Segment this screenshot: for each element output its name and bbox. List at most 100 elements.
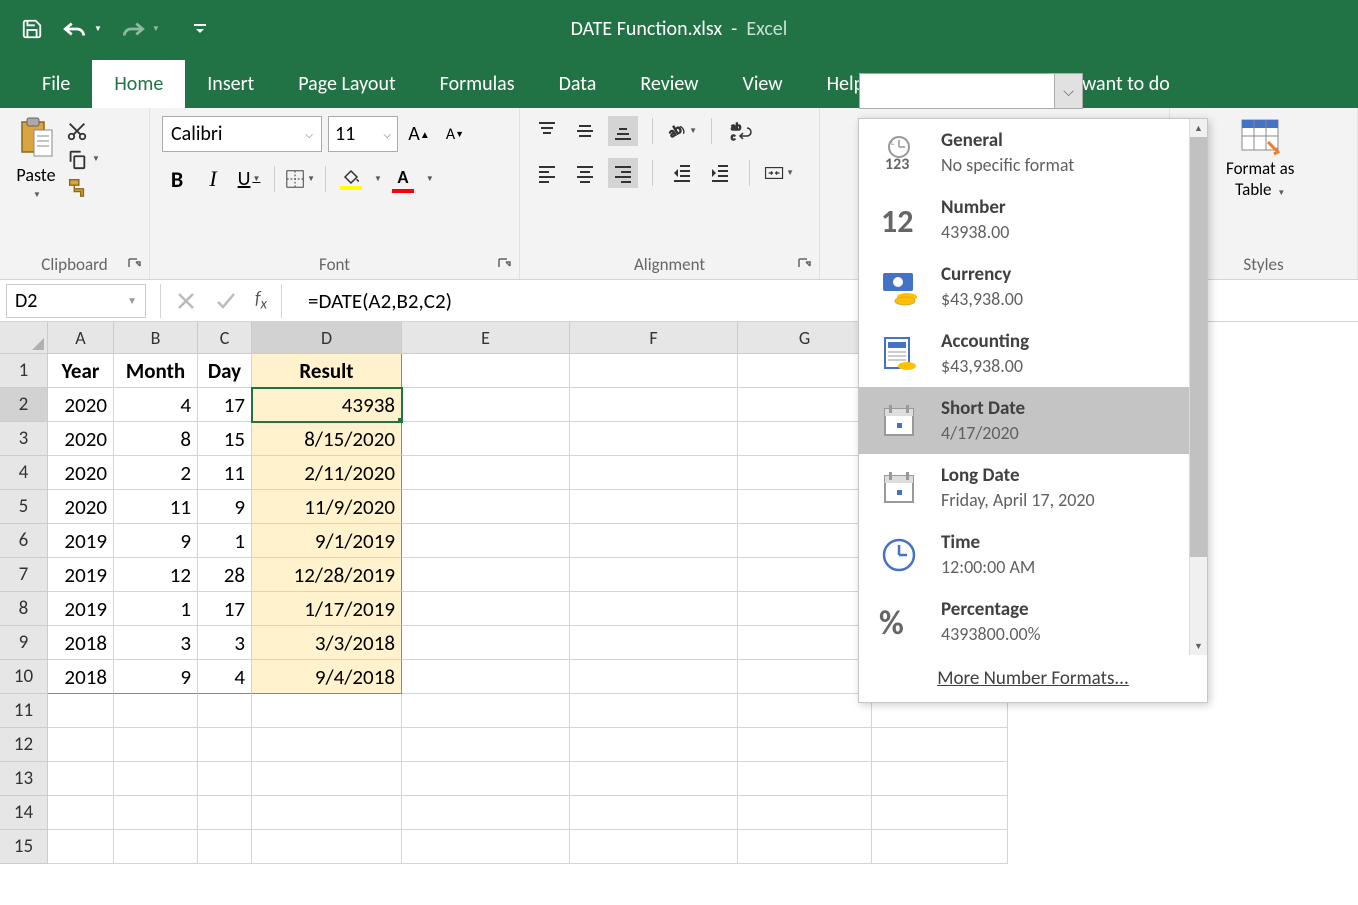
clipboard-dialog-launcher-icon[interactable]: [127, 257, 141, 271]
row-header-13[interactable]: 13: [0, 762, 48, 796]
cell-E7[interactable]: [402, 558, 570, 592]
cell-E6[interactable]: [402, 524, 570, 558]
cell-C12[interactable]: [198, 728, 252, 762]
bold-button[interactable]: B: [162, 164, 192, 194]
row-header-6[interactable]: 6: [0, 524, 48, 558]
row-header-15[interactable]: 15: [0, 830, 48, 864]
cell-A7[interactable]: 2019: [48, 558, 114, 592]
tab-file[interactable]: File: [20, 60, 92, 108]
cell-G12[interactable]: [738, 728, 872, 762]
cell-G5[interactable]: [738, 490, 872, 524]
column-header-E[interactable]: E: [402, 322, 570, 354]
scroll-thumb[interactable]: [1190, 137, 1207, 557]
cell-G13[interactable]: [738, 762, 872, 796]
row-header-9[interactable]: 9: [0, 626, 48, 660]
cell-B12[interactable]: [114, 728, 198, 762]
cell-D10[interactable]: 9/4/2018: [252, 660, 402, 694]
font-dialog-launcher-icon[interactable]: [497, 257, 511, 271]
row-header-14[interactable]: 14: [0, 796, 48, 830]
cell-F10[interactable]: [570, 660, 738, 694]
cell-A4[interactable]: 2020: [48, 456, 114, 490]
cell-E5[interactable]: [402, 490, 570, 524]
cell-F14[interactable]: [570, 796, 738, 830]
cell-D14[interactable]: [252, 796, 402, 830]
cell-C5[interactable]: 9: [198, 490, 252, 524]
cell-D5[interactable]: 11/9/2020: [252, 490, 402, 524]
cell-D12[interactable]: [252, 728, 402, 762]
cell-G4[interactable]: [738, 456, 872, 490]
tab-data[interactable]: Data: [537, 60, 619, 108]
cell-F6[interactable]: [570, 524, 738, 558]
cell-A12[interactable]: [48, 728, 114, 762]
cell-B10[interactable]: 9: [114, 660, 198, 694]
tab-insert[interactable]: Insert: [185, 60, 276, 108]
cell-F13[interactable]: [570, 762, 738, 796]
column-header-A[interactable]: A: [48, 322, 114, 354]
cell-F15[interactable]: [570, 830, 738, 864]
name-box[interactable]: D2▼: [6, 284, 146, 318]
paste-button[interactable]: Paste ▼: [12, 116, 60, 200]
align-middle-icon[interactable]: [570, 116, 600, 146]
number-format-general[interactable]: L123GeneralNo specific format: [859, 119, 1207, 186]
tab-formulas[interactable]: Formulas: [418, 60, 537, 108]
cell-F1[interactable]: [570, 354, 738, 388]
cell-C8[interactable]: 17: [198, 592, 252, 626]
number-format-accounting[interactable]: Accounting$43,938.00: [859, 320, 1207, 387]
row-header-7[interactable]: 7: [0, 558, 48, 592]
scroll-down-icon[interactable]: ▼: [1190, 637, 1207, 655]
tab-home[interactable]: Home: [92, 60, 185, 108]
borders-button[interactable]: ▼: [285, 164, 315, 194]
cell-B13[interactable]: [114, 762, 198, 796]
cell-A3[interactable]: 2020: [48, 422, 114, 456]
cell-F3[interactable]: [570, 422, 738, 456]
cell-G11[interactable]: [738, 694, 872, 728]
cell-E2[interactable]: [402, 388, 570, 422]
number-format-dropdown-button[interactable]: ⌵: [1054, 74, 1082, 108]
cell-D3[interactable]: 8/15/2020: [252, 422, 402, 456]
cell-B7[interactable]: 12: [114, 558, 198, 592]
cell-G2[interactable]: [738, 388, 872, 422]
font-color-button[interactable]: A: [388, 164, 418, 194]
cell-B11[interactable]: [114, 694, 198, 728]
redo-icon[interactable]: ▼: [120, 17, 160, 41]
cell-A9[interactable]: 2018: [48, 626, 114, 660]
column-header-C[interactable]: C: [198, 322, 252, 354]
italic-button[interactable]: I: [198, 164, 228, 194]
row-header-4[interactable]: 4: [0, 456, 48, 490]
row-header-12[interactable]: 12: [0, 728, 48, 762]
number-format-number[interactable]: 12Number43938.00: [859, 186, 1207, 253]
font-name-selector[interactable]: Calibri⌵: [162, 116, 322, 152]
cell-D15[interactable]: [252, 830, 402, 864]
number-format-time[interactable]: Time12:00:00 AM: [859, 521, 1207, 588]
row-header-2[interactable]: 2: [0, 388, 48, 422]
tab-page-layout[interactable]: Page Layout: [276, 60, 417, 108]
number-format-percentage[interactable]: %Percentage4393800.00%: [859, 588, 1207, 655]
dropdown-scrollbar[interactable]: ▲ ▼: [1189, 119, 1207, 655]
cut-button[interactable]: [66, 120, 100, 142]
decrease-indent-icon[interactable]: [667, 158, 697, 188]
orientation-icon[interactable]: ab▼: [667, 116, 697, 146]
cell-G10[interactable]: [738, 660, 872, 694]
cell-C1[interactable]: Day: [198, 354, 252, 388]
cell-C3[interactable]: 15: [198, 422, 252, 456]
cell-E12[interactable]: [402, 728, 570, 762]
cell-C10[interactable]: 4: [198, 660, 252, 694]
number-format-short-date[interactable]: Short Date4/17/2020: [859, 387, 1207, 454]
cell-B14[interactable]: [114, 796, 198, 830]
cell-F7[interactable]: [570, 558, 738, 592]
cell-F12[interactable]: [570, 728, 738, 762]
wrap-text-icon[interactable]: abc: [726, 116, 756, 146]
row-header-8[interactable]: 8: [0, 592, 48, 626]
cell-B1[interactable]: Month: [114, 354, 198, 388]
row-header-1[interactable]: 1: [0, 354, 48, 388]
underline-button[interactable]: U▼: [234, 164, 264, 194]
enter-formula-icon[interactable]: [215, 290, 237, 312]
cell-A13[interactable]: [48, 762, 114, 796]
row-header-11[interactable]: 11: [0, 694, 48, 728]
cell-A14[interactable]: [48, 796, 114, 830]
cell-K15[interactable]: [872, 830, 1008, 864]
cell-G7[interactable]: [738, 558, 872, 592]
cell-G15[interactable]: [738, 830, 872, 864]
align-left-icon[interactable]: [532, 158, 562, 188]
row-header-10[interactable]: 10: [0, 660, 48, 694]
